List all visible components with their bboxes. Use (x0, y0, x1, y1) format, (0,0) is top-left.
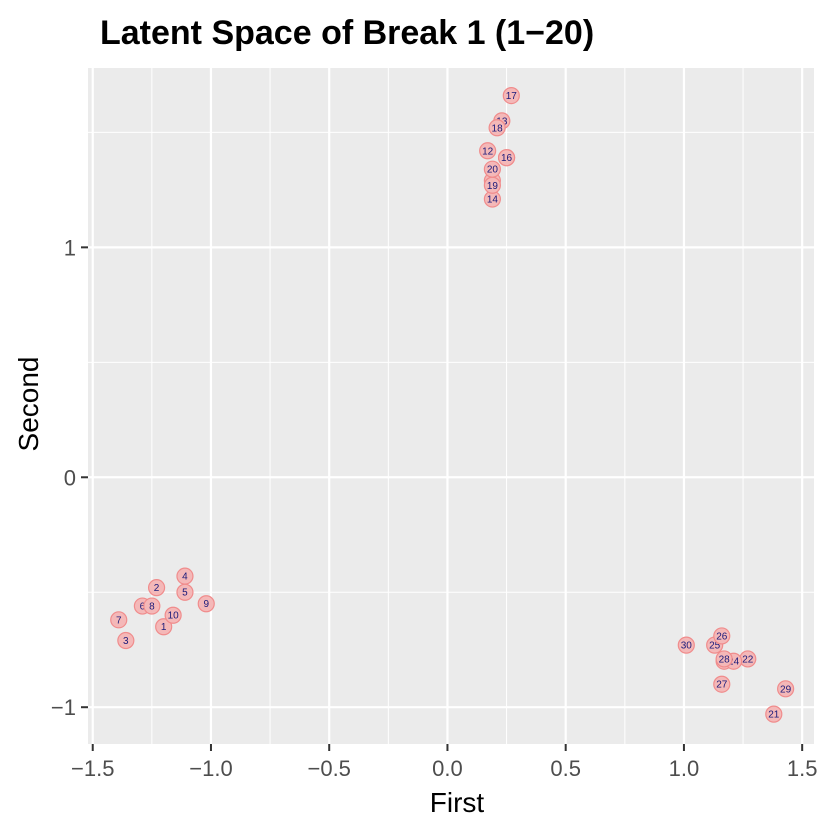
point-label: 14 (487, 195, 499, 206)
point-marker (497, 149, 516, 167)
point-label: 24 (728, 657, 740, 668)
point-label: 5 (182, 588, 188, 599)
data-point: 2 (147, 579, 166, 597)
data-point: 1 (155, 618, 173, 636)
data-point: 12 (479, 142, 497, 160)
point-label: 29 (780, 684, 792, 695)
data-point: 5 (176, 583, 194, 601)
point-label: 10 (168, 611, 180, 622)
data-point: 8 (143, 597, 161, 615)
data-point: 27 (713, 675, 731, 693)
data-point: 17 (502, 86, 520, 105)
point-label: 30 (681, 641, 693, 652)
point-marker (197, 595, 215, 613)
point-marker (713, 627, 731, 645)
x-axis-title: First (430, 787, 485, 818)
x-tick-label: 1.5 (787, 756, 818, 781)
x-tick-label: 0.5 (550, 756, 581, 781)
point-marker (110, 611, 128, 629)
point-label: 18 (492, 123, 504, 134)
point-marker (483, 160, 501, 178)
data-point: 7 (110, 611, 128, 629)
point-label: 17 (506, 91, 518, 102)
point-marker (777, 680, 795, 698)
data-point: 19 (483, 176, 501, 194)
y-tick-label: 1 (64, 235, 76, 260)
point-marker (143, 597, 161, 615)
x-tick-label: 0.0 (432, 756, 463, 781)
chart-title: Latent Space of Break 1 (1−20) (100, 14, 594, 52)
minor-gridlines (88, 68, 814, 744)
x-axis: −1.5 −1.0 −0.5 0.0 0.5 1.0 1.5 (71, 744, 817, 781)
point-marker (502, 86, 520, 105)
data-point: 22 (739, 650, 757, 668)
point-label: 22 (742, 654, 754, 665)
point-marker (117, 631, 135, 650)
x-tick-label: −1.0 (189, 756, 232, 781)
point-marker (677, 636, 695, 654)
y-tick-label: −1 (51, 695, 76, 720)
y-axis-title: Second (13, 357, 44, 452)
plot-panel (88, 68, 814, 744)
point-label: 2 (154, 583, 160, 594)
data-point: 21 (765, 705, 783, 723)
x-tick-label: −1.5 (71, 756, 114, 781)
point-marker (147, 579, 166, 597)
data-point: 4 (176, 567, 194, 585)
data-point: 10 (164, 606, 182, 624)
major-gridlines (88, 68, 814, 744)
data-point: 20 (483, 160, 501, 178)
point-label: 6 (140, 602, 146, 613)
point-marker (164, 606, 182, 624)
point-label: 4 (182, 572, 188, 583)
point-label: 26 (716, 631, 728, 642)
point-label: 28 (719, 654, 731, 665)
point-marker (488, 119, 506, 137)
point-label: 12 (482, 146, 494, 157)
data-point: 16 (497, 149, 516, 167)
point-marker (765, 705, 783, 723)
data-point: 18 (488, 119, 506, 137)
data-point: 26 (713, 627, 731, 645)
y-tick-label: 0 (64, 465, 76, 490)
point-label: 16 (501, 153, 513, 164)
x-tick-label: −0.5 (307, 756, 350, 781)
data-point: 30 (677, 636, 695, 654)
point-label: 27 (716, 680, 728, 691)
data-point: 3 (117, 631, 135, 650)
data-point: 28 (715, 650, 733, 668)
x-tick-label: 1.0 (669, 756, 700, 781)
point-marker (176, 583, 194, 601)
point-marker (715, 650, 733, 668)
point-label: 19 (487, 181, 499, 192)
point-marker (713, 675, 731, 693)
point-label: 9 (203, 599, 209, 610)
point-label: 20 (487, 165, 499, 176)
point-label: 7 (116, 615, 122, 626)
point-label: 8 (149, 602, 155, 613)
data-point: 9 (197, 595, 215, 613)
data-points: 1234567891011121314151617181920212223242… (110, 86, 795, 723)
point-marker (155, 618, 173, 636)
y-axis: −1 0 1 (51, 235, 88, 720)
point-marker (479, 142, 497, 160)
point-label: 1 (161, 622, 167, 633)
point-label: 21 (768, 710, 780, 721)
data-point: 29 (777, 680, 795, 698)
point-label: 3 (123, 636, 129, 647)
point-label: 25 (709, 641, 721, 652)
